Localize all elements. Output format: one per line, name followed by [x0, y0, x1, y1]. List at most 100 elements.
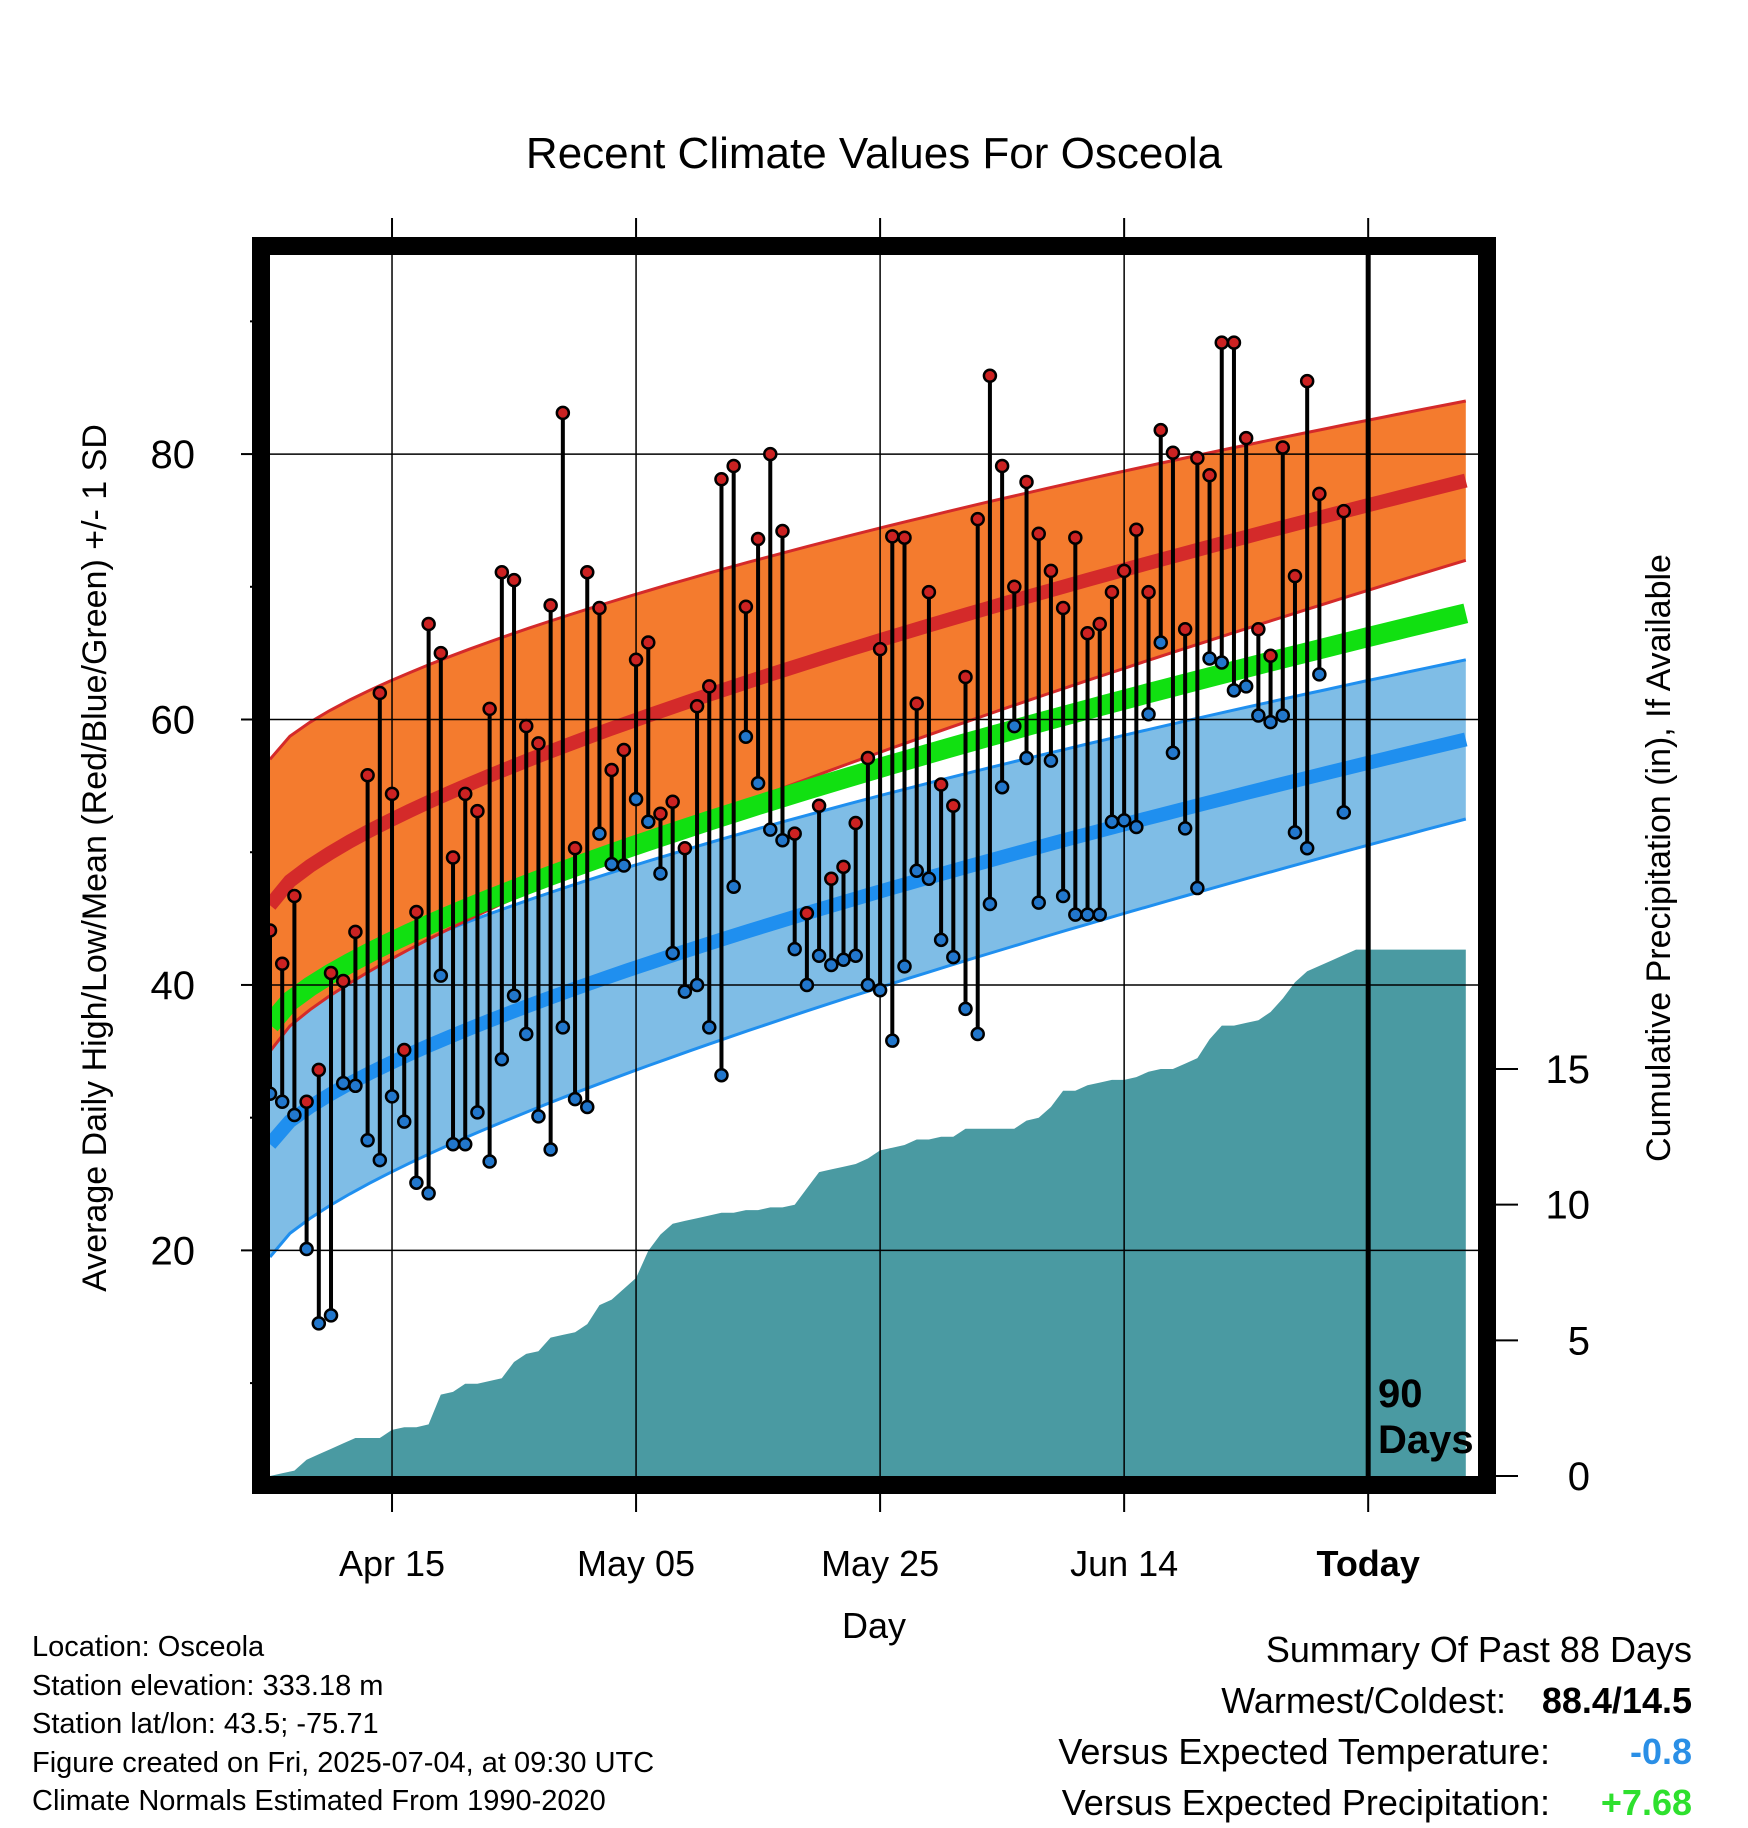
latlon-text: Station lat/lon: 43.5; -75.71: [32, 1708, 379, 1740]
location-text: Location: Osceola: [32, 1631, 265, 1663]
daily-low-point: [714, 1067, 729, 1083]
daily-low-point: [824, 957, 839, 973]
daily-high-point: [482, 701, 497, 717]
daily-high-point: [641, 635, 656, 650]
station-info: Location: Osceola Station elevation: 333…: [32, 1628, 654, 1821]
x-axis: Apr 15 May 05 May 25 Jun 14 Today: [339, 218, 1420, 1584]
daily-low-point: [811, 948, 827, 963]
daily-high-point: [494, 564, 510, 580]
daily-high-point: [982, 368, 998, 384]
daily-high-point: [909, 696, 924, 711]
daily-low-point: [702, 1020, 717, 1035]
daily-high-point: [348, 924, 363, 940]
daily-high-point: [1153, 422, 1168, 438]
daily-high-point: [543, 598, 558, 613]
daily-low-point: [946, 949, 961, 965]
daily-high-point: [665, 794, 680, 810]
x-axis-tick-label: May 25: [821, 1543, 939, 1584]
daily-high-point: [1031, 526, 1046, 541]
daily-low-point: [1275, 708, 1291, 723]
today-marker-layer: 90 Days: [1365, 255, 1474, 1476]
x-axis-tick-label: Today: [1317, 1543, 1420, 1584]
daily-high-point: [616, 742, 632, 758]
daily-high-point: [384, 786, 400, 802]
daily-low-point: [360, 1132, 375, 1148]
daily-high-point: [1141, 584, 1156, 600]
daily-high-point: [897, 530, 912, 545]
daily-low-point: [1190, 880, 1205, 896]
daily-low-point: [836, 952, 851, 967]
daily-low-point: [1043, 753, 1059, 768]
x-axis-tick-label: Apr 15: [339, 1543, 445, 1584]
daily-high-point: [738, 599, 754, 614]
daily-low-point: [445, 1136, 461, 1152]
daily-low-point: [1031, 895, 1046, 910]
right-axis-tick-label: 10: [1546, 1184, 1591, 1228]
daily-high-point: [433, 645, 449, 661]
daily-low-point: [933, 932, 949, 948]
daily-high-point: [372, 685, 388, 701]
warmest-coldest-row: Warmest/Coldest: 88.4/14.5: [1058, 1675, 1692, 1726]
daily-high-point: [1129, 522, 1144, 537]
daily-high-point: [1202, 468, 1217, 483]
daily-high-point: [518, 718, 534, 734]
daily-high-point: [592, 600, 607, 616]
daily-high-point: [555, 405, 571, 421]
daily-high-point: [1116, 563, 1132, 579]
daily-high-point: [1275, 440, 1291, 455]
daily-low-point: [653, 866, 668, 881]
daily-low-point: [1019, 750, 1034, 766]
left-y-axis: 20 40 60 80: [151, 320, 252, 1385]
daily-high-point: [1019, 474, 1034, 490]
daily-low-point: [274, 1094, 290, 1109]
daily-low-point: [1202, 651, 1217, 666]
daily-high-point: [1080, 625, 1095, 641]
daily-low-point: [384, 1089, 400, 1104]
daily-high-point: [470, 803, 485, 819]
daily-low-point: [506, 988, 522, 1003]
high-band-upper-edge: [268, 399, 1467, 761]
daily-high-point: [567, 840, 583, 856]
right-axis-label: Cumulative Precipitation (in), If Availa…: [1640, 554, 1678, 1162]
daily-low-point: [1226, 683, 1242, 698]
daily-high-point: [653, 806, 668, 821]
x-axis-label: Day: [842, 1605, 906, 1646]
daily-high-point: [848, 815, 863, 831]
normals-text: Climate Normals Estimated From 1990-2020: [32, 1785, 606, 1817]
daily-low-point: [567, 1091, 583, 1107]
daily-low-point: [689, 977, 705, 993]
daily-low-point: [323, 1308, 339, 1323]
precipitation-area: [270, 949, 1466, 1476]
daily-high-point: [885, 529, 900, 544]
chart-title: Recent Climate Values For Osceola: [526, 129, 1223, 178]
x-axis-tick-label: Jun 14: [1070, 1543, 1178, 1584]
daily-high-point: [1190, 450, 1205, 466]
temp-departure-row: Versus Expected Temperature: -0.8: [1058, 1726, 1692, 1777]
daily-low-point: [982, 896, 998, 912]
daily-low-point: [1007, 718, 1022, 734]
right-y-axis: 0 5 10 15: [1496, 1048, 1590, 1499]
daily-high-point: [1092, 616, 1107, 632]
daily-low-point: [1177, 821, 1193, 836]
daily-low-point: [287, 1107, 302, 1123]
daily-low-point: [738, 729, 754, 745]
daily-low-point: [628, 791, 644, 807]
daily-high-point: [445, 850, 461, 865]
daily-high-point: [1312, 486, 1327, 502]
daily-low-point: [1153, 635, 1168, 650]
daily-low-point: [1251, 708, 1266, 723]
daily-high-point: [604, 762, 619, 778]
daily-high-point: [580, 564, 595, 580]
daily-high-point: [1007, 579, 1022, 595]
daily-low-point: [1214, 655, 1230, 670]
daily-high-point: [1104, 584, 1120, 600]
right-axis-tick-label: 15: [1546, 1048, 1591, 1092]
daily-high-point: [1214, 335, 1230, 350]
daily-high-point: [726, 458, 741, 474]
daily-high-point: [1299, 373, 1315, 389]
daily-high-point: [872, 641, 888, 657]
daily-high-point: [1263, 648, 1278, 664]
daily-high-point: [1177, 622, 1193, 637]
plot-area: 90 Days: [262, 255, 1478, 1476]
daily-low-point: [799, 977, 815, 993]
